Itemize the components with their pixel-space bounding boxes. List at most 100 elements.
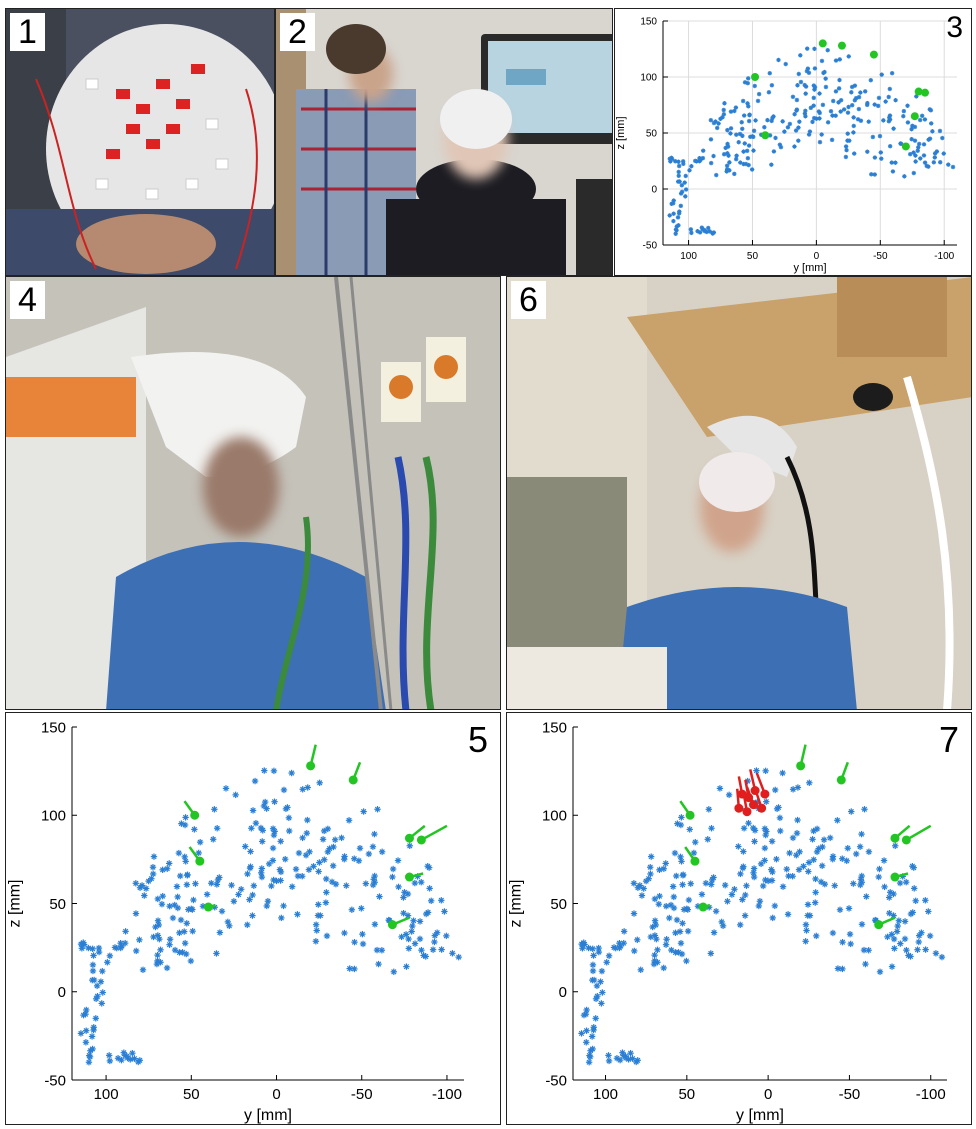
- electrode-point: [747, 112, 752, 117]
- electrode-point: [727, 160, 732, 165]
- electrode-point: [248, 825, 255, 832]
- electrode-point: [901, 108, 907, 114]
- electrode-point: [852, 151, 857, 156]
- electrode-point: [321, 856, 328, 863]
- electrode-point: [892, 842, 899, 849]
- fiducial-point: [796, 761, 806, 771]
- electrode-point: [789, 786, 797, 793]
- electrode-point: [673, 872, 680, 880]
- electrode-point: [216, 929, 224, 936]
- electrode-point: [895, 917, 903, 924]
- electrode-point: [250, 882, 258, 889]
- electrode-point: [98, 1000, 105, 1007]
- electrode-point: [803, 114, 808, 119]
- y-tick-label: 100: [41, 808, 66, 825]
- x-tick-label: -50: [351, 1086, 373, 1103]
- electrode-point: [673, 916, 681, 924]
- electrode-point: [811, 103, 816, 108]
- electrode-point: [750, 869, 757, 877]
- fiducial-point: [190, 810, 200, 820]
- panel-label-6: 6: [511, 281, 546, 319]
- electrode-point: [656, 892, 663, 900]
- electrode-point: [886, 94, 891, 100]
- electrode-point: [278, 914, 285, 922]
- fiducial-point: [685, 810, 695, 820]
- electrode-point: [792, 144, 797, 149]
- electrode-point: [230, 898, 238, 905]
- tms-setup-photo: [507, 277, 971, 709]
- electrode-point: [693, 158, 698, 164]
- x-tick-label: 100: [94, 1086, 119, 1103]
- electrode-point: [405, 935, 412, 943]
- electrode-point: [812, 899, 819, 906]
- electrode-point: [805, 868, 812, 875]
- electrode-point: [783, 61, 788, 67]
- electrode-point: [870, 134, 876, 140]
- electrode-point: [603, 959, 610, 966]
- electrode-point: [884, 933, 891, 941]
- electrode-point: [159, 892, 166, 900]
- electrode-point: [666, 914, 673, 922]
- electrode-point: [745, 80, 751, 86]
- electrode-point: [890, 890, 897, 898]
- electrode-point: [303, 829, 311, 837]
- electrode-point: [166, 936, 174, 943]
- electrode-point: [136, 936, 143, 944]
- electrode-point: [809, 836, 816, 843]
- electrode-point: [739, 120, 744, 125]
- electrode-point: [783, 866, 790, 873]
- electrode-point: [932, 151, 938, 156]
- electrode-point: [631, 947, 638, 955]
- electrode-point: [373, 946, 381, 954]
- electrode-point: [753, 767, 760, 774]
- electrode-point: [85, 944, 92, 952]
- electrode-point: [277, 877, 284, 884]
- electrode-point: [896, 879, 904, 887]
- electrode-point: [725, 127, 730, 133]
- electrode-point: [418, 946, 425, 954]
- electrode-point: [890, 169, 896, 174]
- electrode-point: [154, 917, 162, 924]
- electrode-point: [154, 957, 161, 965]
- electrode-point: [864, 102, 870, 108]
- electrode-point: [605, 1057, 613, 1065]
- electrode-point: [195, 849, 202, 857]
- electrode-point: [901, 113, 906, 119]
- electrode-point: [679, 183, 685, 188]
- electrode-point: [305, 866, 313, 873]
- electrode-point: [913, 159, 918, 164]
- fiducial-point: [836, 775, 846, 785]
- electrode-point: [786, 849, 793, 857]
- electrode-point: [916, 141, 922, 147]
- electrode-point: [395, 883, 402, 891]
- electrode-point: [831, 882, 838, 889]
- plot-panel-7: 100 50 0 -50 -100 150 100 50 0 -50 y [mm] z [mm] 7: [506, 712, 972, 1125]
- electrode-point: [449, 950, 456, 957]
- electrode-point: [244, 921, 251, 929]
- electrode-point: [819, 132, 824, 137]
- electrode-point: [129, 1049, 136, 1057]
- electrode-point: [886, 909, 893, 917]
- electrode-point: [770, 115, 775, 121]
- electrode-point: [708, 117, 714, 123]
- y-tick-label: 0: [651, 185, 657, 196]
- electrode-point: [668, 946, 675, 954]
- electrode-point: [798, 53, 803, 58]
- electrode-point: [876, 865, 883, 873]
- electrode-point: [812, 66, 818, 71]
- electrode-point: [744, 148, 750, 154]
- electrode-point: [753, 118, 758, 123]
- electrode-point: [455, 953, 462, 961]
- electrode-point: [431, 938, 438, 946]
- x-tick-label: -100: [934, 251, 954, 262]
- electrode-point: [687, 168, 692, 173]
- electrode-point: [915, 938, 922, 946]
- electrode-point: [429, 946, 437, 953]
- electrode-point: [270, 876, 277, 884]
- electrode-point: [745, 155, 751, 161]
- electrode-point: [739, 896, 746, 903]
- electrode-point: [185, 906, 192, 913]
- electrode-point: [411, 940, 419, 947]
- electrode-point: [931, 160, 937, 165]
- electrode-point: [756, 898, 764, 905]
